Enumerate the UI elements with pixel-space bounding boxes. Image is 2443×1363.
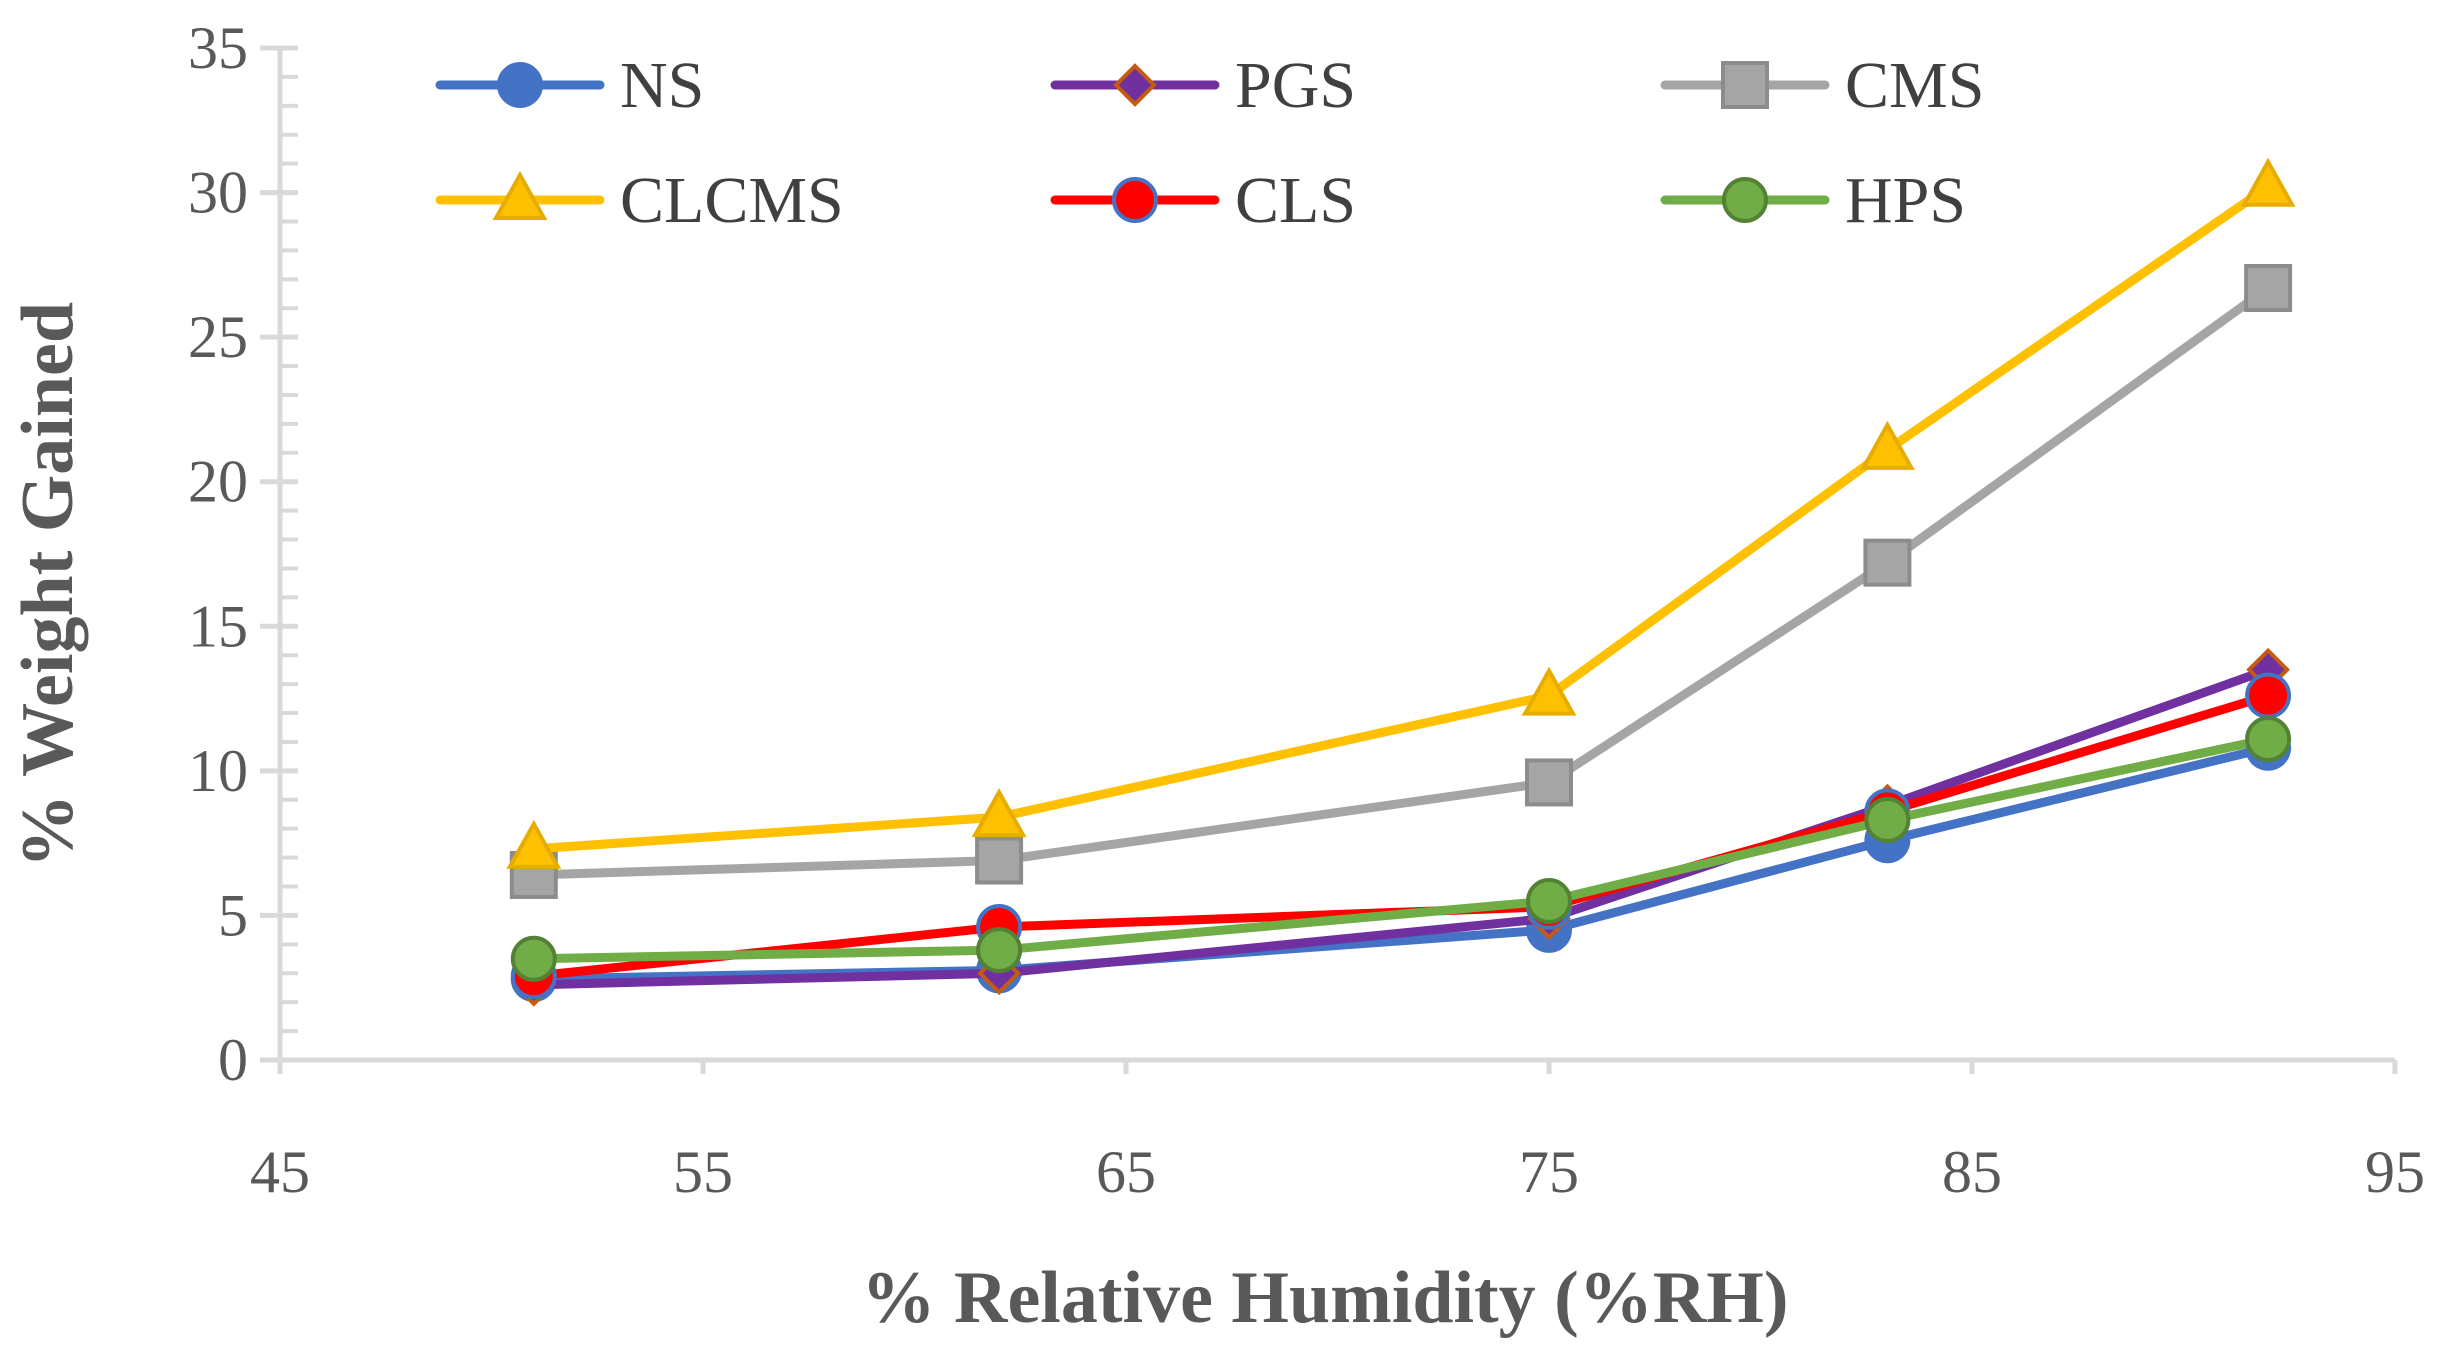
series-line-clcms [529, 182, 2273, 854]
legend-marker-clcms [492, 170, 548, 220]
legend-item-cms: CMS [1660, 49, 1984, 122]
y-tick-label: 25 [188, 304, 248, 370]
legend-label-clcms: CLCMS [620, 164, 844, 237]
legend-label-cms: CMS [1845, 49, 1984, 122]
legend: NS PGS CMS CLCMS CLS HPS [435, 49, 1984, 237]
legend-label-ns: NS [620, 49, 704, 122]
legend-label-cls: CLS [1235, 164, 1356, 237]
y-tick-label: 35 [188, 15, 248, 81]
y-tick-label: 10 [188, 738, 248, 804]
legend-marker-cls [1112, 177, 1158, 223]
legend-label-hps: HPS [1845, 164, 1966, 237]
data-point-clcms [2240, 157, 2296, 207]
data-point-clcms [1859, 420, 1915, 470]
data-point-cms [1863, 538, 1912, 587]
x-tick-label: 65 [1096, 1139, 1156, 1205]
legend-item-hps: HPS [1660, 164, 1966, 237]
legend-label-pgs: PGS [1235, 49, 1356, 122]
legend-marker-cms [1721, 61, 1769, 109]
series-group [506, 157, 2296, 1007]
legend-item-cls: CLS [1050, 164, 1356, 237]
data-point-clcms [1521, 666, 1577, 716]
data-point-clcms [971, 788, 1027, 838]
y-tick-label: 0 [218, 1027, 248, 1093]
legend-item-pgs: PGS [1050, 49, 1356, 122]
data-point-cms [975, 836, 1024, 885]
x-tick-label: 45 [250, 1139, 310, 1205]
data-point-hps [1864, 797, 1911, 844]
x-axis-title: % Relative Humidity (%RH) [862, 1257, 1789, 1339]
x-tick-label: 85 [1942, 1139, 2002, 1205]
legend-item-clcms: CLCMS [435, 164, 844, 237]
data-point-cms [2244, 263, 2293, 312]
x-tick-label: 55 [673, 1139, 733, 1205]
series-hps [510, 716, 2292, 982]
legend-marker-ns [497, 62, 543, 108]
x-tick-label: 95 [2365, 1139, 2425, 1205]
data-point-cms [1525, 758, 1573, 807]
x-tick-label: 75 [1519, 1139, 1579, 1205]
legend-item-ns: NS [435, 49, 704, 122]
axes: 0 5 10 15 20 25 30 35 45 55 65 75 85 95 [188, 15, 2425, 1205]
series-line-cms [529, 283, 2273, 880]
y-tick-label: 5 [218, 882, 248, 948]
series-cms [509, 263, 2293, 899]
y-tick-label: 20 [188, 449, 248, 515]
data-point-hps [1526, 877, 1572, 924]
series-clcms [506, 157, 2296, 869]
data-point-clcms [506, 819, 562, 869]
y-tick-label: 30 [188, 160, 248, 226]
data-point-cls [2245, 672, 2292, 719]
y-tick-label: 15 [188, 593, 248, 659]
legend-marker-pgs [1113, 63, 1157, 107]
data-point-hps [2245, 716, 2292, 763]
y-axis-title: % Weight Gained [7, 302, 89, 868]
data-point-hps [976, 927, 1023, 974]
legend-marker-hps [1722, 177, 1768, 223]
data-point-hps [510, 935, 557, 982]
